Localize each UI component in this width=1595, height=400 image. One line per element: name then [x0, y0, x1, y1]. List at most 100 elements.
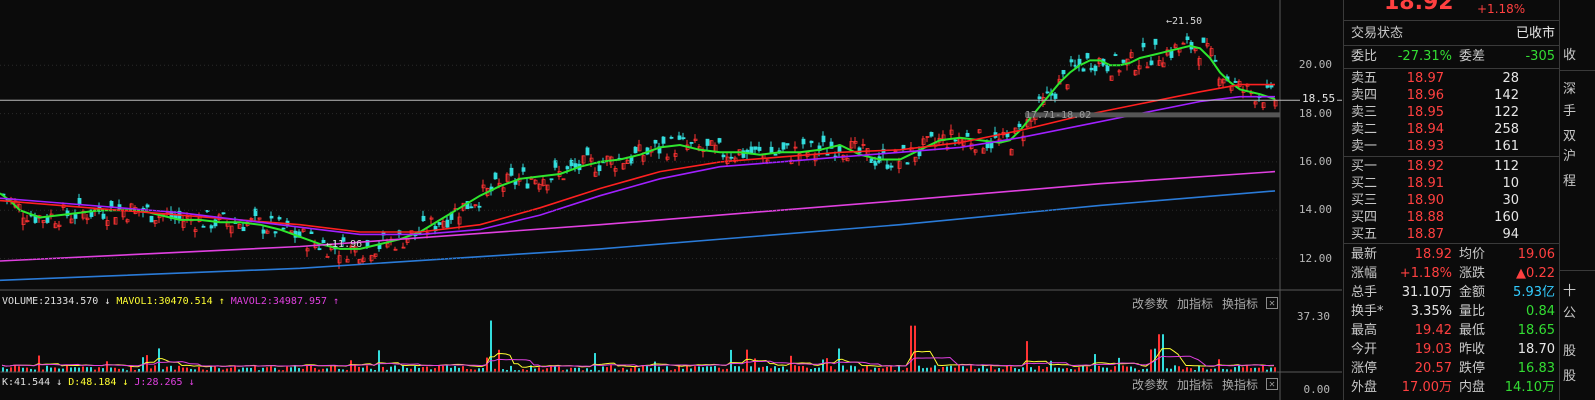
- low-annotation-value: 11.96: [332, 239, 363, 250]
- candle-body: [637, 144, 642, 152]
- bid-volume: 10: [1502, 176, 1519, 191]
- candle-body: [149, 215, 154, 223]
- ask-row[interactable]: 卖二 18.94 258: [1344, 120, 1559, 140]
- volume-bar: [1110, 369, 1112, 372]
- candle-body: [273, 231, 278, 234]
- ask-row[interactable]: 卖一 18.93 161: [1344, 137, 1559, 157]
- close-icon[interactable]: ✕: [1266, 297, 1278, 309]
- side-tab-label[interactable]: 双: [1563, 129, 1577, 144]
- candle-body: [1181, 42, 1186, 45]
- volume-bar: [550, 366, 552, 372]
- volume-bar: [870, 369, 872, 372]
- volume-bar: [1006, 366, 1008, 372]
- side-tab-label[interactable]: 收: [1563, 48, 1577, 63]
- candle-body: [537, 183, 542, 190]
- volume-bar: [318, 369, 320, 372]
- candle-body: [53, 223, 58, 229]
- kdj-switch-indicator-button[interactable]: 换指标: [1222, 378, 1259, 392]
- volume-bar: [290, 367, 292, 372]
- kdj-add-indicator-button[interactable]: 加指标: [1177, 378, 1214, 392]
- side-tab-label[interactable]: 股: [1563, 344, 1577, 359]
- volume-bar: [750, 366, 752, 372]
- side-tab-label[interactable]: 深: [1563, 82, 1577, 97]
- kdj-close-icon[interactable]: ✕: [1266, 378, 1278, 390]
- volume-bar: [1262, 365, 1264, 372]
- candle-body: [1085, 53, 1090, 59]
- bid-price: 18.92: [1406, 159, 1444, 174]
- side-tab-divider: [1560, 270, 1595, 271]
- stat-label: 换手*: [1351, 304, 1384, 319]
- candle-body: [1113, 54, 1118, 56]
- price-chart[interactable]: [0, 0, 1342, 290]
- bid-level-label: 买二: [1351, 176, 1378, 191]
- stat-value: 19.06: [1517, 247, 1555, 262]
- side-tab-label[interactable]: 手: [1563, 104, 1577, 119]
- kdj-change-params-button[interactable]: 改参数: [1132, 378, 1169, 392]
- candle-body: [209, 225, 214, 229]
- high-annotation: ←21.50: [1166, 16, 1203, 27]
- candle-body: [309, 231, 314, 235]
- price-tick-label: 12.00: [1298, 251, 1332, 265]
- candle-body: [205, 210, 210, 212]
- candle-body: [885, 164, 890, 169]
- ask-row[interactable]: 卖三 18.95 122: [1344, 103, 1559, 123]
- candle-body: [301, 228, 306, 232]
- ask-row[interactable]: 卖五 18.97 28: [1344, 69, 1559, 89]
- volume-bar: [582, 370, 584, 372]
- candle-body: [921, 138, 926, 145]
- volume-bar: [178, 365, 180, 372]
- switch-indicator-button[interactable]: 换指标: [1222, 297, 1259, 311]
- volume-bar: [1134, 368, 1136, 372]
- volume-bar: [978, 368, 980, 372]
- candle-body: [1233, 81, 1238, 83]
- volume-bar: [1162, 334, 1164, 372]
- volume-bar: [18, 366, 20, 372]
- ask-row[interactable]: 卖四 18.96 142: [1344, 86, 1559, 106]
- trend-arrow-icon: ↓: [104, 296, 111, 307]
- trend-arrow-icon: ↑: [333, 296, 340, 307]
- candle-body: [829, 141, 834, 149]
- bid-row[interactable]: 买二 18.91 10: [1344, 174, 1559, 194]
- volume-bar: [922, 368, 924, 372]
- volume-bar: [1042, 369, 1044, 372]
- stat-label: 跌停: [1459, 361, 1486, 376]
- volume-bar: [690, 368, 692, 372]
- volume-bar: [886, 367, 888, 372]
- candle-body: [337, 255, 342, 264]
- volume-bar: [766, 366, 768, 372]
- side-tab-strip[interactable]: 收深手双沪程十公股股: [1559, 0, 1595, 400]
- candle-body: [665, 156, 670, 160]
- bid-row[interactable]: 买一 18.92 112: [1344, 157, 1559, 177]
- volume-bar: [102, 368, 104, 372]
- volume-bar: [718, 367, 720, 372]
- volume-chart[interactable]: [0, 308, 1342, 372]
- main-chart[interactable]: 20.00 18.00 16.00 14.00 12.00 18.55 ←21.50 ←…: [0, 0, 1342, 400]
- volume-bar: [154, 365, 156, 372]
- add-indicator-button[interactable]: 加指标: [1177, 297, 1214, 311]
- side-tab-label[interactable]: 公: [1563, 306, 1577, 321]
- candle-body: [1197, 58, 1202, 66]
- price-tick-label: 18.00: [1298, 106, 1332, 120]
- side-tab-label[interactable]: 股: [1563, 369, 1577, 384]
- side-tab-label[interactable]: 沪: [1563, 149, 1577, 164]
- candle-body: [669, 136, 674, 139]
- candle-body: [1253, 101, 1258, 105]
- volume-bar: [1266, 369, 1268, 372]
- low-annotation: ←11.96: [326, 239, 363, 250]
- candle-body: [289, 230, 294, 233]
- candle-body: [621, 163, 626, 170]
- candle-body: [393, 248, 398, 251]
- candle-body: [1081, 68, 1086, 72]
- bid-row[interactable]: 买四 18.88 160: [1344, 208, 1559, 228]
- side-tab-label[interactable]: 十: [1563, 284, 1577, 299]
- candle-body: [1201, 37, 1206, 43]
- side-tab-label[interactable]: 程: [1563, 174, 1577, 189]
- moving-average-ma20: [0, 95, 1275, 236]
- bid-row[interactable]: 买三 18.90 30: [1344, 191, 1559, 211]
- stats-row: 总手 31.10万 金额 5.93亿: [1344, 283, 1559, 303]
- change-params-button[interactable]: 改参数: [1132, 297, 1169, 311]
- candle-body: [1261, 102, 1266, 109]
- candle-body: [385, 242, 390, 248]
- bid-row[interactable]: 买五 18.87 94: [1344, 225, 1559, 245]
- legend-value: MAVOL1:30470.514: [116, 296, 213, 307]
